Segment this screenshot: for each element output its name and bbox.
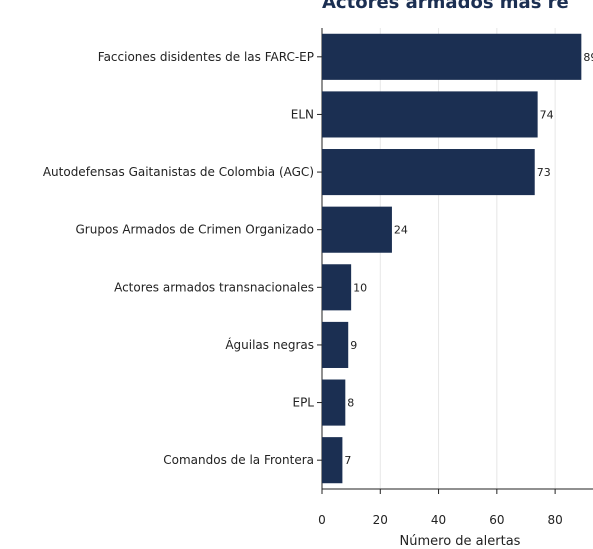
y-tick-label: Actores armados transnacionales: [114, 280, 314, 294]
y-tick-label: Autodefensas Gaitanistas de Colombia (AG…: [43, 165, 314, 179]
y-tick-label: EPL: [292, 396, 314, 410]
y-tick-label: Comandos de la Frontera: [163, 453, 314, 467]
x-axis-label: Número de alertas: [400, 534, 521, 549]
x-tick-label: 40: [431, 513, 446, 527]
value-label: 89: [583, 51, 593, 64]
y-tick-label: Facciones disidentes de las FARC-EP: [98, 50, 314, 64]
chart-title: Actores armados más re: [322, 0, 569, 13]
bar: [322, 33, 582, 80]
x-tick-label: 0: [318, 513, 326, 527]
value-label: 10: [353, 281, 367, 294]
bar: [322, 379, 346, 426]
bar: [322, 206, 392, 253]
bar: [322, 91, 538, 138]
value-label: 7: [344, 454, 351, 467]
x-tick-label: 20: [373, 513, 388, 527]
bar: [322, 437, 343, 484]
bar: [322, 149, 535, 196]
value-label: 73: [537, 166, 551, 179]
value-label: 74: [540, 108, 554, 121]
value-label: 24: [394, 224, 408, 237]
x-tick-label: 60: [489, 513, 504, 527]
x-tick-label: 80: [547, 513, 562, 527]
y-tick-label: Águilas negras: [225, 337, 314, 352]
value-label: 8: [347, 397, 354, 410]
y-tick-label: ELN: [291, 107, 314, 121]
bar: [322, 321, 349, 368]
value-label: 9: [350, 339, 357, 352]
bar: [322, 264, 352, 311]
y-tick-label: Grupos Armados de Crimen Organizado: [75, 223, 314, 237]
